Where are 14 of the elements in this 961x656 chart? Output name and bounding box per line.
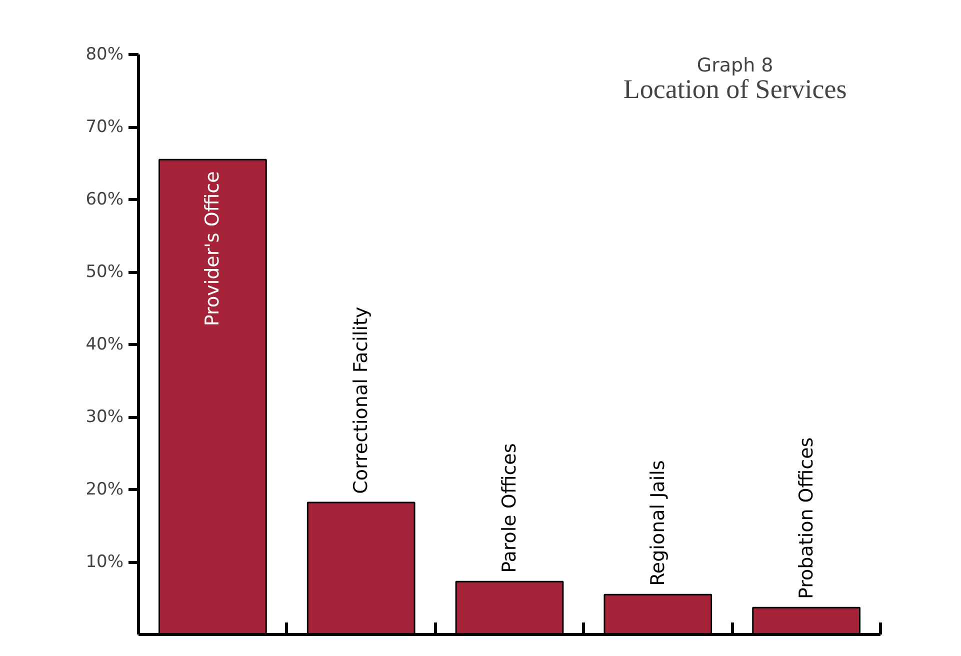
chart-title: Graph 8 [696,54,774,76]
y-tick-label: 40% [86,334,124,354]
y-tick-label: 20% [86,480,124,500]
y-tick-label: 10% [86,552,124,572]
x-tick-label: Provider's Office [202,171,224,326]
y-tick-label: 60% [86,190,124,210]
x-tick-label: Regional Jails [646,460,669,586]
y-tick-label: 70% [86,117,124,137]
y-tick-label: 80% [86,44,124,64]
x-tick-label: Correctional Facility [350,306,372,494]
y-tick-label: 30% [86,407,124,427]
x-tick-label: Parole Offices [498,443,520,573]
x-tick-label: Probation Offices [795,437,818,599]
y-tick-label: 50% [86,262,124,282]
